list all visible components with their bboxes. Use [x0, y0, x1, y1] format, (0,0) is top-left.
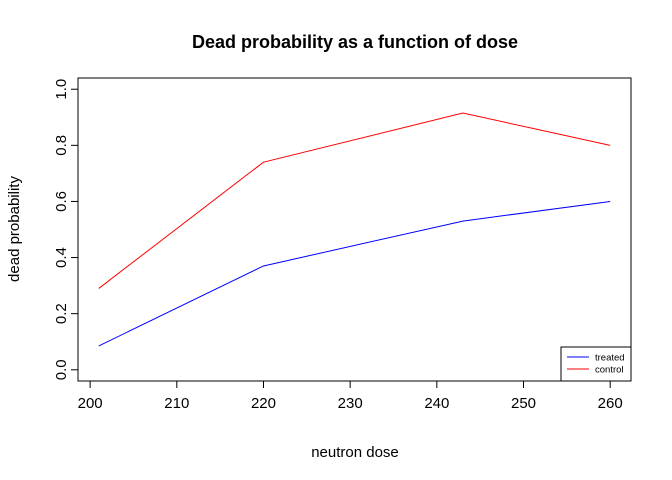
x-tick-label: 260 — [598, 395, 623, 412]
x-tick-label: 210 — [164, 395, 189, 412]
legend-box — [560, 346, 632, 382]
x-axis-label: neutron dose — [311, 444, 399, 461]
x-tick-label: 200 — [78, 395, 103, 412]
y-tick-label: 1.0 — [53, 79, 70, 100]
y-tick-label: 0.8 — [53, 135, 70, 156]
x-axis: 200 210 220 230 240 250 260 — [78, 380, 623, 412]
x-tick-label: 220 — [251, 395, 276, 412]
y-tick-label: 0.2 — [53, 303, 70, 324]
y-tick-label: 0.4 — [53, 247, 70, 268]
y-tick-label: 0.0 — [53, 359, 70, 380]
plot-frame — [77, 77, 632, 382]
legend-label-treated: treated — [595, 353, 625, 364]
x-tick-label: 240 — [424, 395, 449, 412]
y-tick-label: 0.6 — [53, 191, 70, 212]
series-line-treated — [98, 200, 611, 347]
chart-title: Dead probability as a function of dose — [192, 32, 518, 52]
legend-label-control: control — [595, 365, 624, 376]
y-axis-label: dead probability — [6, 176, 23, 282]
series-line-control — [98, 112, 611, 289]
y-axis: 0.0 0.2 0.4 0.6 0.8 1.0 — [53, 79, 79, 380]
series-lines — [98, 112, 611, 347]
x-tick-label: 230 — [338, 395, 363, 412]
x-tick-label: 250 — [511, 395, 536, 412]
